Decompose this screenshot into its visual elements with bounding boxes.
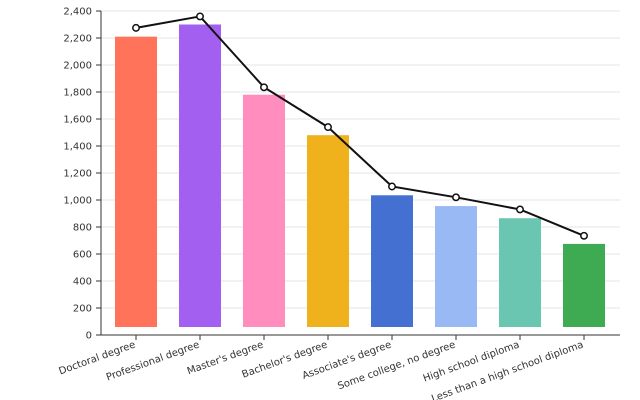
y-tick-label: 1,400 — [63, 142, 92, 153]
bar — [435, 206, 477, 327]
x-tick-label: Some college, no degree — [336, 339, 457, 392]
line-point — [196, 12, 204, 21]
line-point — [388, 182, 396, 191]
y-tick-labels: 0 200 400 600 800 1,000 1,200 1,400 1,600 1,800 2,… — [63, 7, 101, 342]
y-tick-label: 800 — [73, 223, 92, 234]
line-point — [452, 193, 460, 202]
y-tick-label: 2,200 — [63, 34, 92, 45]
line-point — [260, 83, 268, 92]
bar — [307, 135, 349, 327]
grid-lines — [101, 10, 620, 309]
series-line — [135, 15, 585, 237]
y-tick-label: 1,000 — [63, 196, 92, 207]
line-point — [580, 231, 588, 240]
y-tick-label: 2,000 — [63, 61, 92, 72]
bar — [243, 94, 285, 327]
line-point — [324, 123, 332, 132]
y-tick-label: 600 — [73, 250, 92, 261]
y-tick-label: 200 — [73, 304, 92, 315]
bar — [563, 243, 605, 327]
y-tick-label: 1,600 — [63, 115, 92, 126]
y-tick-label: 400 — [73, 277, 92, 288]
bars — [115, 24, 605, 328]
y-tick-label: 1,200 — [63, 169, 92, 180]
line-series — [132, 12, 588, 240]
y-tick-label: 1,800 — [63, 88, 92, 99]
bar — [499, 218, 541, 327]
line-point — [516, 205, 524, 214]
y-tick-label: 0 — [86, 331, 92, 342]
y-tick-label: 2,400 — [63, 7, 92, 18]
line-point — [132, 23, 140, 32]
bar — [179, 24, 221, 327]
bar — [115, 36, 157, 328]
bar — [371, 195, 413, 327]
